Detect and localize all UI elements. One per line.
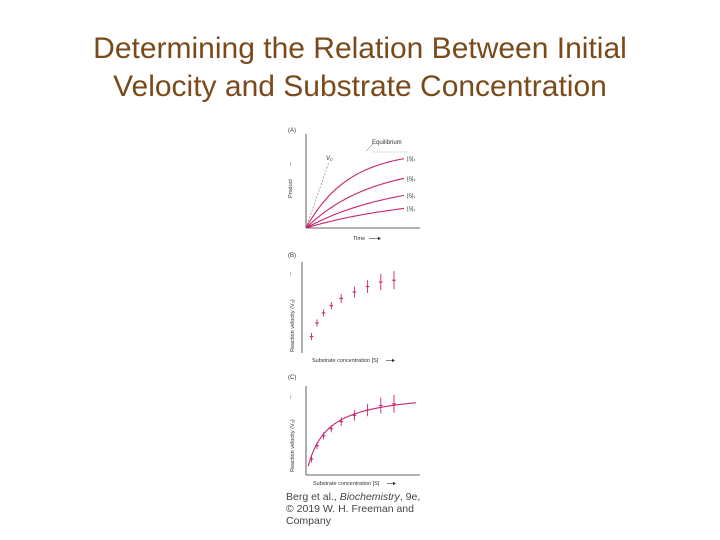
panel-a-curve-1 xyxy=(305,158,405,229)
panel-b-label: (B) xyxy=(288,253,296,259)
panel-c-fit-curve xyxy=(307,402,417,467)
panel-c: (C) Substrate concentration [S] Reaction… xyxy=(288,375,420,487)
panel-c-y-label: Reaction velocity (V₀) xyxy=(290,419,296,472)
slide-title: Determining the Relation Between Initial… xyxy=(0,30,720,106)
title-line-1: Determining the Relation Between Initial xyxy=(93,32,627,65)
panel-a-series-label-4: [S]₁ xyxy=(407,206,415,212)
panel-a-series-labels: [S]₄ [S]₃ [S]₂ [S]₁ xyxy=(407,157,415,213)
panel-b-points xyxy=(309,271,396,341)
panel-a-x-arrowhead xyxy=(378,236,381,241)
credit-edition: , 9e, xyxy=(399,491,421,503)
credit-authors: Berg et al., xyxy=(286,491,340,503)
credit-line-3: Company xyxy=(286,515,331,527)
credit-book-title: Biochemistry xyxy=(339,491,400,503)
panel-a-equilibrium-arrow xyxy=(365,143,374,152)
panel-a-label: (A) xyxy=(288,128,296,134)
panel-a-v0-label: V₀ xyxy=(326,156,333,162)
kinetics-figure: (A) Equilibrium V₀ [S]₄ [S]₃ [S]₂ [S]₁ Time… xyxy=(288,128,420,487)
panel-c-x-arrowhead xyxy=(393,481,396,486)
title-line-2: Velocity and Substrate Concentration xyxy=(113,70,607,103)
panel-c-label: (C) xyxy=(288,375,296,381)
credit-line-2: © 2019 W. H. Freeman and xyxy=(286,503,414,515)
panel-c-x-label: Substrate concentration [S] xyxy=(313,481,380,487)
panel-b-y-arrow: ↑ xyxy=(289,272,292,278)
credit-line-1: Berg et al., Biochemistry, 9e, xyxy=(286,491,420,503)
panel-a-v0-tangent xyxy=(305,161,330,229)
panel-a-series-label-1: [S]₄ xyxy=(407,157,415,163)
panel-c-points xyxy=(309,394,396,463)
panel-c-fit xyxy=(307,402,417,467)
panel-a-series-label-3: [S]₂ xyxy=(407,193,415,199)
panel-b: (B) Substrate concentration [S] Reaction… xyxy=(288,253,396,364)
panel-a-series-label-2: [S]₃ xyxy=(407,176,415,182)
panel-a-y-arrow: ↑ xyxy=(289,162,292,168)
panel-a-curve-3 xyxy=(305,194,405,229)
panel-a-curves xyxy=(305,158,405,229)
figure-credit: Berg et al., Biochemistry, 9e, © 2019 W.… xyxy=(286,491,420,527)
panel-b-x-label: Substrate concentration [S] xyxy=(312,358,379,364)
panel-a-curve-2 xyxy=(305,177,405,229)
panel-a-equilibrium-label: Equilibrium xyxy=(372,140,402,146)
panel-b-x-arrowhead xyxy=(392,358,395,363)
panel-b-y-label: Reaction velocity (V₀) xyxy=(290,299,296,352)
panel-a-curve-4 xyxy=(305,207,405,229)
panel-c-y-arrow: ↑ xyxy=(289,395,292,401)
panel-a: (A) Equilibrium V₀ [S]₄ [S]₃ [S]₂ [S]₁ Time… xyxy=(288,128,420,242)
panel-a-y-label: Product xyxy=(288,179,294,198)
panel-a-x-label: Time xyxy=(353,236,365,242)
